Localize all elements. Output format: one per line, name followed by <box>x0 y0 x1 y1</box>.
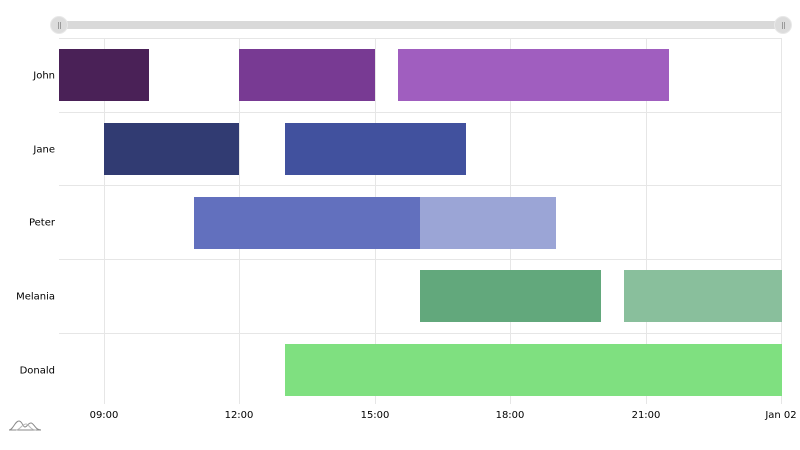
task-bar-melania-2[interactable] <box>624 270 782 322</box>
axis-tick-label: 15:00 <box>360 410 390 421</box>
grid-line <box>104 38 105 404</box>
task-bar-john-3[interactable] <box>398 49 669 101</box>
task-bar-peter-2[interactable] <box>420 197 556 249</box>
scrollbar-track[interactable] <box>59 21 783 29</box>
axis-tick-label: 21:00 <box>631 410 661 421</box>
grid-line <box>781 38 782 404</box>
grid-line <box>59 38 782 39</box>
grid-line <box>59 112 782 113</box>
grid-line <box>646 38 647 404</box>
axis-tick-label: 12:00 <box>224 410 254 421</box>
task-bar-peter-1[interactable] <box>194 197 420 249</box>
task-bar-john-2[interactable] <box>239 49 375 101</box>
grid-line <box>59 259 782 260</box>
grid-line <box>59 333 782 334</box>
task-bar-john-1[interactable] <box>59 49 149 101</box>
category-label: Peter <box>28 217 55 229</box>
grid-line <box>59 185 782 186</box>
scrollbar-end-grip-icon[interactable] <box>774 16 792 34</box>
task-bar-jane-2[interactable] <box>285 123 466 175</box>
chart-logo-icon[interactable] <box>8 418 42 432</box>
task-bar-donald-1[interactable] <box>285 344 782 396</box>
plot-area <box>59 38 782 404</box>
scrollbar-start-grip-icon[interactable] <box>50 16 68 34</box>
axis-tick-label: 18:00 <box>495 410 525 421</box>
axis-tick-label: 09:00 <box>89 410 119 421</box>
task-bar-jane-1[interactable] <box>104 123 239 175</box>
category-label: John <box>33 70 55 82</box>
axis-tick-label: Jan 02 <box>765 410 797 421</box>
task-bar-melania-1[interactable] <box>420 270 601 322</box>
category-label: Melania <box>16 291 55 303</box>
category-label: Donald <box>19 365 55 377</box>
category-label: Jane <box>33 144 55 156</box>
